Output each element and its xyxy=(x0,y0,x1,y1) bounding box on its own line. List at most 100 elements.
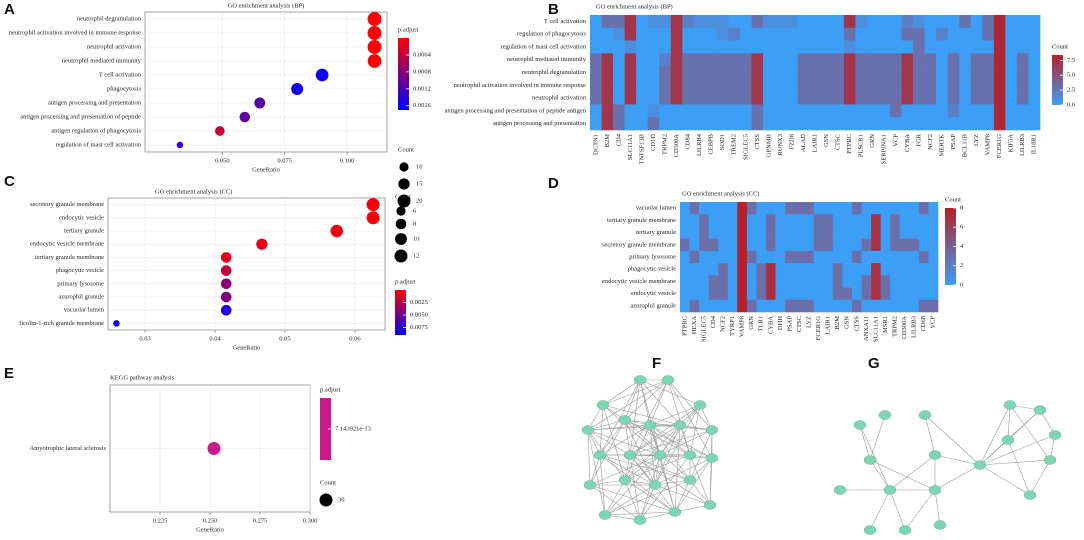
heat-cell xyxy=(718,238,729,252)
heat-cell xyxy=(959,15,972,29)
heat-cell xyxy=(624,117,637,131)
category-label: tertiary granule membrane xyxy=(35,254,104,261)
heat-cell xyxy=(1005,117,1018,131)
network-node xyxy=(648,480,662,490)
heat-cell xyxy=(880,202,891,215)
heat-cell xyxy=(797,104,810,118)
heat-cell xyxy=(813,263,824,276)
heat-cell xyxy=(993,91,1006,105)
heat-cell xyxy=(601,53,614,67)
plot-frame xyxy=(107,197,386,331)
heat-cell xyxy=(763,117,775,131)
network-edge xyxy=(689,479,711,506)
heat-cell xyxy=(766,202,776,215)
heat-cell xyxy=(613,104,625,118)
network-edge xyxy=(587,379,669,431)
heat-cell xyxy=(705,78,718,92)
network-edge xyxy=(629,454,691,481)
heat-cell xyxy=(785,263,795,276)
network-node xyxy=(693,400,707,410)
heat-cell xyxy=(890,78,902,92)
heat-cell xyxy=(794,238,805,252)
heat-cell xyxy=(982,66,995,80)
heat-cell xyxy=(785,214,795,227)
column-label: SIGLEC5 xyxy=(742,134,749,160)
heat-cell xyxy=(899,226,910,239)
heat-cell xyxy=(659,91,672,105)
color-tick-label: 7.5 xyxy=(1067,57,1075,64)
heat-cell xyxy=(832,78,845,92)
column-label: PSAP xyxy=(950,134,957,150)
row-label: endocytic vesicle xyxy=(631,290,676,297)
heat-cell xyxy=(716,40,729,54)
heat-cell xyxy=(590,104,602,118)
color-bar xyxy=(398,38,409,110)
heat-cell xyxy=(899,287,910,301)
heat-cell xyxy=(756,214,767,227)
heat-cell xyxy=(871,238,881,252)
heat-cell xyxy=(913,40,925,54)
heat-cell xyxy=(1028,27,1041,41)
heat-cell xyxy=(786,53,798,67)
heat-cell xyxy=(763,40,775,54)
color-legend-title: p.adjust xyxy=(395,278,416,285)
heat-cell xyxy=(756,226,767,239)
network-node xyxy=(918,410,932,420)
heat-cell xyxy=(751,91,764,105)
heat-cell xyxy=(590,53,602,67)
network-edge xyxy=(667,379,713,431)
network-node xyxy=(1001,435,1015,445)
panel-letter: E xyxy=(4,365,14,382)
heat-cell xyxy=(775,287,786,301)
category-label: secretory granule membrane xyxy=(30,201,104,208)
network-node xyxy=(598,510,612,520)
heat-cell xyxy=(624,27,637,41)
heat-cell xyxy=(880,299,891,313)
heat-cell xyxy=(866,40,879,54)
heat-cell xyxy=(842,226,853,239)
heat-cell xyxy=(659,117,672,131)
heat-cell xyxy=(843,66,856,80)
heat-cell xyxy=(705,91,718,105)
heat-cell xyxy=(843,91,856,105)
color-legend-title: Count xyxy=(945,196,961,203)
heat-cell xyxy=(861,238,872,252)
column-label: MERTK xyxy=(938,134,945,157)
column-label: GRN xyxy=(869,134,876,148)
heat-cell xyxy=(909,275,920,288)
column-label: DCTN1 xyxy=(592,134,599,155)
row-label: neutrophil activation xyxy=(532,95,587,102)
color-tick-label: 8 xyxy=(960,204,963,211)
heat-cell xyxy=(797,27,810,41)
heat-cell xyxy=(959,104,972,118)
heat-cell xyxy=(746,238,757,252)
network-edge xyxy=(934,454,981,466)
heat-cell xyxy=(820,15,833,29)
x-tick-label: 0.100 xyxy=(340,157,355,164)
heat-cell xyxy=(1005,15,1018,29)
heat-cell xyxy=(774,66,787,80)
heat-cell xyxy=(613,53,625,67)
heat-cell xyxy=(861,202,872,215)
heat-cell xyxy=(1005,53,1018,67)
heat-cell xyxy=(861,275,872,288)
heat-cell xyxy=(716,117,729,131)
heat-cell xyxy=(880,275,891,288)
heat-cell xyxy=(855,53,868,67)
network-edge xyxy=(924,414,936,456)
heat-cell xyxy=(899,275,910,288)
heat-cell xyxy=(823,226,834,239)
heat-cell xyxy=(804,214,815,227)
heat-cell xyxy=(852,226,862,239)
column-label: VAMP8 xyxy=(739,316,746,337)
network-node xyxy=(593,450,607,460)
row-label: tertiary granule xyxy=(636,229,676,236)
heat-cell xyxy=(1028,78,1041,92)
heat-cell xyxy=(890,202,901,215)
network-node xyxy=(703,500,717,510)
heat-cell xyxy=(794,202,805,215)
heat-cell xyxy=(855,15,868,29)
heat-cell xyxy=(924,117,937,131)
network-edge xyxy=(924,414,981,466)
color-legend-title: p.adjust xyxy=(320,386,341,393)
